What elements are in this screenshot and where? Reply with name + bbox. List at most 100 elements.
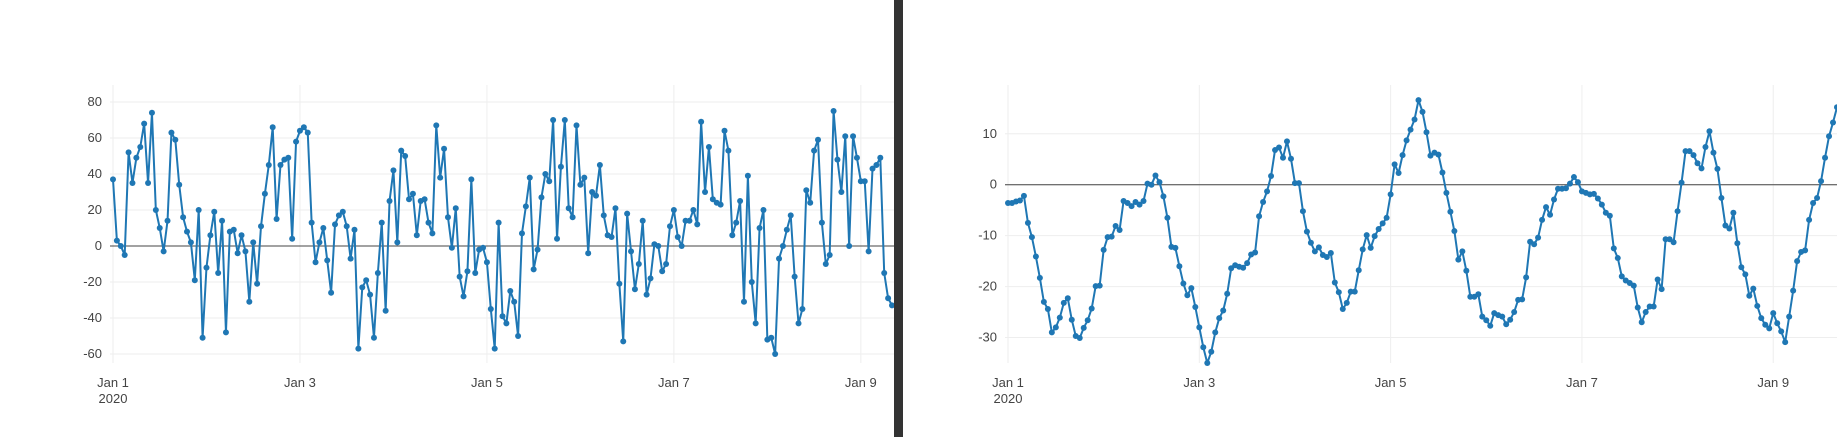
left-chart-data-point[interactable] <box>585 250 592 257</box>
left-chart-data-point[interactable] <box>881 270 888 276</box>
right-chart-data-point[interactable] <box>1774 320 1781 327</box>
right-chart-data-point[interactable] <box>1479 313 1486 320</box>
right-chart-data-point[interactable] <box>1216 315 1223 322</box>
left-chart-data-point[interactable] <box>624 210 631 217</box>
left-chart-data-point[interactable] <box>787 212 794 219</box>
left-chart-data-point[interactable] <box>573 122 580 129</box>
left-chart-data-point[interactable] <box>635 261 642 267</box>
right-chart-data-point[interactable] <box>1570 174 1577 181</box>
right-chart-data-point[interactable] <box>1367 244 1374 251</box>
right-chart-data-point[interactable] <box>1136 201 1143 208</box>
right-chart-data-point[interactable] <box>1028 234 1035 241</box>
left-chart-data-point[interactable] <box>390 167 397 174</box>
left-chart-data-point[interactable] <box>261 190 268 197</box>
right-chart-data-point[interactable] <box>1407 126 1414 133</box>
right-chart-data-point[interactable] <box>1148 181 1155 188</box>
right-chart-data-point[interactable] <box>1794 258 1801 265</box>
right-chart-data-point[interactable] <box>1335 289 1342 296</box>
right-chart-data-point[interactable] <box>1200 344 1207 351</box>
right-chart-data-point[interactable] <box>1834 104 1837 111</box>
right-chart-data-point[interactable] <box>1351 288 1358 295</box>
right-chart-data-point[interactable] <box>1371 233 1378 240</box>
right-chart-data-point[interactable] <box>1822 154 1829 161</box>
right-chart-data-point[interactable] <box>1164 214 1171 221</box>
left-chart-data-point[interactable] <box>655 243 662 249</box>
right-chart-data-point[interactable] <box>1638 319 1645 326</box>
right-chart-data-point[interactable] <box>1044 306 1051 312</box>
left-chart-data-point[interactable] <box>628 248 635 255</box>
right-chart-data-point[interactable] <box>1224 290 1231 297</box>
right-chart-data-point[interactable] <box>1220 307 1227 314</box>
left-chart-data-point[interactable] <box>865 248 872 255</box>
right-chart-data-point[interactable] <box>1184 292 1191 299</box>
right-chart-data-point[interactable] <box>1630 282 1637 289</box>
left-chart-data-point[interactable] <box>184 228 190 235</box>
right-chart-data-point[interactable] <box>1650 303 1657 310</box>
left-chart-data-point[interactable] <box>616 280 623 287</box>
right-chart-data-point[interactable] <box>1339 306 1346 312</box>
right-chart-data-point[interactable] <box>1359 246 1366 253</box>
left-chart-data-point[interactable] <box>374 270 381 276</box>
right-chart-data-point[interactable] <box>1594 195 1601 202</box>
left-chart-data-point[interactable] <box>168 129 175 136</box>
left-chart-data-point[interactable] <box>620 338 627 345</box>
right-chart-data-point[interactable] <box>1547 211 1554 218</box>
right-chart-data-point[interactable] <box>1375 226 1382 233</box>
left-chart-data-point[interactable] <box>258 223 265 230</box>
right-chart-data-point[interactable] <box>1562 185 1569 192</box>
left-chart-data-point[interactable] <box>335 212 342 219</box>
left-chart-data-point[interactable] <box>709 196 716 203</box>
left-chart-data-point[interactable] <box>141 120 148 127</box>
left-chart-data-point[interactable] <box>207 232 214 239</box>
left-chart-data-point[interactable] <box>285 154 292 161</box>
left-chart-data-point[interactable] <box>487 306 494 312</box>
right-chart-data-point[interactable] <box>1634 304 1641 311</box>
right-chart-data-point[interactable] <box>1487 322 1494 329</box>
left-chart-data-point[interactable] <box>659 268 666 275</box>
right-chart-data-point[interactable] <box>1112 222 1119 229</box>
right-chart-data-point[interactable] <box>1742 271 1749 278</box>
right-chart-data-point[interactable] <box>1786 313 1793 320</box>
left-chart-data-point[interactable] <box>721 127 728 134</box>
right-chart-data-point[interactable] <box>1116 227 1123 234</box>
left-chart-data-point[interactable] <box>296 127 303 134</box>
right-chart-data-point[interactable] <box>1311 248 1318 255</box>
right-chart-data-point[interactable] <box>1056 314 1063 321</box>
right-chart-data-point[interactable] <box>1463 267 1470 274</box>
right-chart-data-point[interactable] <box>1423 129 1430 136</box>
right-chart-data-point[interactable] <box>1782 339 1789 346</box>
left-chart-data-point[interactable] <box>110 176 116 183</box>
right-chart-data-point[interactable] <box>1614 255 1621 262</box>
left-chart-data-point[interactable] <box>456 273 463 280</box>
right-chart-data-point[interactable] <box>1670 239 1677 246</box>
right-chart-data-point[interactable] <box>1172 244 1179 251</box>
left-chart-data-point[interactable] <box>830 108 837 114</box>
left-chart-data-point[interactable] <box>842 133 849 140</box>
left-chart-data-point[interactable] <box>733 219 740 226</box>
left-chart-data-point[interactable] <box>554 235 561 242</box>
left-chart-data-point[interactable] <box>382 307 389 314</box>
left-chart-data-point[interactable] <box>772 351 779 357</box>
right-chart-data-point[interactable] <box>1363 232 1370 239</box>
left-chart-data-point[interactable] <box>705 144 712 150</box>
right-chart-data-point[interactable] <box>1726 225 1733 232</box>
left-chart-data-point[interactable] <box>600 212 607 219</box>
left-chart-data-point[interactable] <box>717 201 724 208</box>
left-chart-data-point[interactable] <box>776 255 783 262</box>
left-chart-data-point[interactable] <box>592 192 599 199</box>
right-chart-data-point[interactable] <box>1678 179 1685 186</box>
left-chart-data-point[interactable] <box>324 257 331 264</box>
left-chart-data-point[interactable] <box>647 275 654 282</box>
left-chart-data-point[interactable] <box>441 145 448 152</box>
right-chart-data-point[interactable] <box>1032 253 1039 260</box>
right-chart-data-point[interactable] <box>1734 240 1741 247</box>
left-chart-data-point[interactable] <box>289 235 296 242</box>
right-chart-data-point[interactable] <box>1343 299 1350 306</box>
right-chart-data-point[interactable] <box>1331 279 1338 286</box>
left-chart-data-point[interactable] <box>507 288 514 294</box>
left-chart-data-point[interactable] <box>308 219 315 226</box>
right-chart-data-point[interactable] <box>1295 180 1302 187</box>
right-chart-data-point[interactable] <box>1511 309 1518 316</box>
right-chart-data-point[interactable] <box>1208 348 1215 355</box>
left-chart-data-point[interactable] <box>339 208 346 215</box>
